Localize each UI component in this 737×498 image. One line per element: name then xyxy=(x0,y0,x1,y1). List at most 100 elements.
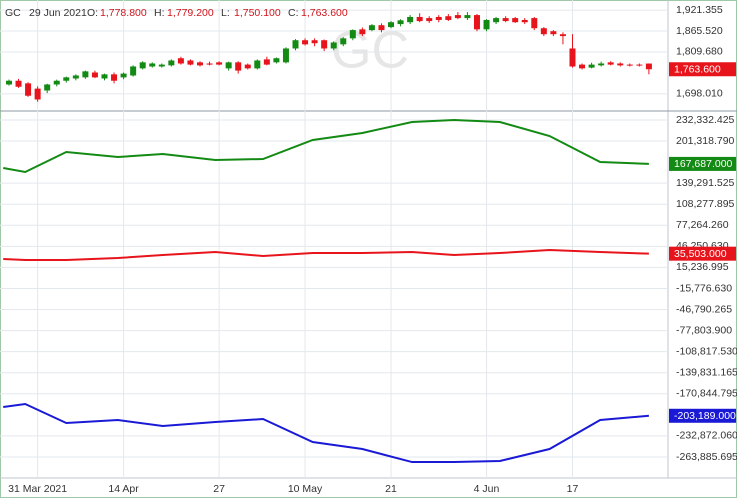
candle-body xyxy=(407,16,414,23)
candle-body xyxy=(206,63,213,65)
high-key: H: xyxy=(154,7,165,19)
y-tick-label: -232,872.060 xyxy=(676,430,737,442)
last-value-label: 167,687.000 xyxy=(674,158,733,170)
candle-body xyxy=(454,15,461,19)
candle-body xyxy=(302,40,309,45)
candle-body xyxy=(196,62,203,66)
x-tick-label: 4 Jun xyxy=(474,483,500,495)
candle-body xyxy=(216,62,223,65)
candle-body xyxy=(359,29,366,35)
candle-body xyxy=(111,74,118,81)
candle-body xyxy=(531,18,538,29)
candle-body xyxy=(321,40,328,49)
candle-body xyxy=(53,80,60,85)
open-value: 1,778.800 xyxy=(100,7,147,19)
candle-body xyxy=(282,48,289,63)
last-value-tag xyxy=(669,246,736,261)
x-tick-label: 10 May xyxy=(288,483,323,495)
high-value: 1,779.200 xyxy=(167,7,214,19)
open-key: O: xyxy=(87,7,98,19)
candle-body xyxy=(598,63,605,66)
y-tick-label: 1,809.680 xyxy=(676,46,723,58)
candle-body xyxy=(330,42,337,49)
series-line xyxy=(3,249,649,262)
candle-body xyxy=(569,48,576,67)
candle-body xyxy=(311,40,318,44)
candle-body xyxy=(158,64,165,67)
candle-body xyxy=(292,40,299,49)
last-value-tag xyxy=(669,408,736,423)
candle-body xyxy=(435,16,442,20)
low-key: L: xyxy=(221,7,230,19)
candle-body xyxy=(397,20,404,25)
candle-body xyxy=(177,58,184,64)
candle-body xyxy=(426,18,433,22)
candle-body xyxy=(72,75,79,79)
candle-body xyxy=(521,19,528,23)
x-tick-label: 31 Mar 2021 xyxy=(8,483,67,495)
candle-body xyxy=(588,64,595,68)
series-line xyxy=(3,118,649,174)
candle-body xyxy=(273,58,280,63)
symbol: GC xyxy=(5,7,21,19)
candle-body xyxy=(139,62,146,69)
y-tick-label: -139,831.165 xyxy=(676,367,737,379)
date: 29 Jun 2021 xyxy=(29,7,87,19)
candle-body xyxy=(512,18,519,23)
candle-body xyxy=(607,62,614,65)
x-tick-label: 14 Apr xyxy=(108,483,139,495)
candle-body xyxy=(263,59,270,65)
candle-body xyxy=(34,88,41,100)
last-value-label: 1,763.600 xyxy=(674,64,721,76)
candle-body xyxy=(349,30,356,39)
candle-body xyxy=(244,64,251,69)
y-tick-label: 1,698.010 xyxy=(676,88,723,100)
y-tick-label: -108,817.530 xyxy=(676,345,737,357)
candle-body xyxy=(63,77,70,81)
candle-body xyxy=(130,66,137,76)
candle-body xyxy=(559,34,566,37)
y-tick-label: -15,776.630 xyxy=(676,282,732,294)
y-tick-label: -170,844.795 xyxy=(676,388,737,400)
candle-body xyxy=(473,15,480,30)
candle-body xyxy=(493,18,500,23)
candle-body xyxy=(645,63,652,70)
y-tick-label: 77,264.260 xyxy=(676,219,729,231)
last-value-label: 35,503.000 xyxy=(674,248,727,260)
candle-body xyxy=(149,63,156,67)
candle-body xyxy=(5,80,12,85)
series-line xyxy=(3,402,649,464)
candle-body xyxy=(101,74,108,79)
candle-body xyxy=(626,64,633,66)
candle-body xyxy=(187,60,194,65)
candle-body xyxy=(368,25,375,31)
candle-body xyxy=(254,60,261,69)
y-tick-label: -77,803.900 xyxy=(676,324,732,336)
candle-body xyxy=(579,64,586,69)
y-tick-label: 201,318.790 xyxy=(676,135,735,147)
candle-body xyxy=(15,80,22,87)
x-tick-label: 27 xyxy=(213,483,225,495)
y-tick-label: 232,332.425 xyxy=(676,114,735,126)
candle-body xyxy=(464,15,471,19)
candle-body xyxy=(617,63,624,66)
y-tick-label: 1,865.520 xyxy=(676,25,723,37)
candle-body xyxy=(378,25,385,31)
close-key: C: xyxy=(288,7,299,19)
last-value-tag xyxy=(669,62,736,77)
candle-body xyxy=(540,28,547,35)
candle-body xyxy=(44,84,51,91)
low-value: 1,750.100 xyxy=(234,7,281,19)
close-value: 1,763.600 xyxy=(301,7,348,19)
x-tick-label: 17 xyxy=(567,483,579,495)
candle-body xyxy=(225,62,232,69)
candle-body xyxy=(483,19,490,30)
candle-body xyxy=(388,22,395,28)
candle-body xyxy=(25,83,32,96)
watermark: GC xyxy=(331,22,409,80)
y-tick-label: 15,236.995 xyxy=(676,261,729,273)
candle-body xyxy=(235,62,242,71)
y-tick-label: -263,885.695 xyxy=(676,451,737,463)
y-tick-label: 108,277.895 xyxy=(676,198,735,210)
